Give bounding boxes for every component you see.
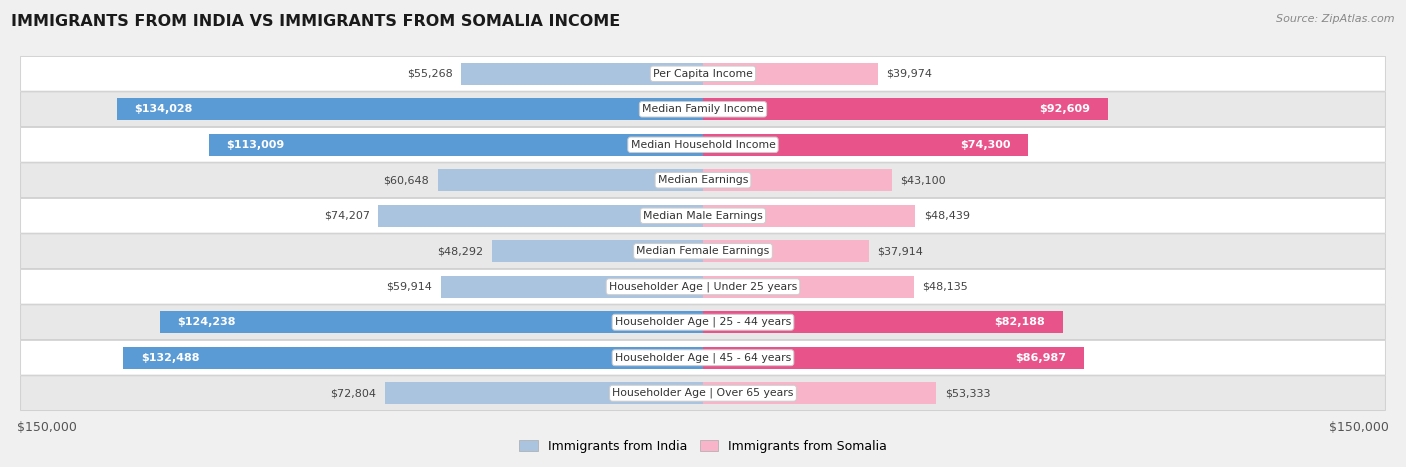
Text: $59,914: $59,914: [387, 282, 432, 292]
Text: $43,100: $43,100: [900, 175, 946, 185]
Text: Median Family Income: Median Family Income: [643, 104, 763, 114]
FancyBboxPatch shape: [21, 340, 1385, 375]
Bar: [703, 134, 1028, 156]
Bar: [703, 98, 1108, 120]
Text: IMMIGRANTS FROM INDIA VS IMMIGRANTS FROM SOMALIA INCOME: IMMIGRANTS FROM INDIA VS IMMIGRANTS FROM…: [11, 14, 620, 29]
Text: Median Male Earnings: Median Male Earnings: [643, 211, 763, 221]
Text: Median Earnings: Median Earnings: [658, 175, 748, 185]
Text: $72,804: $72,804: [330, 388, 375, 398]
Bar: [124, 347, 703, 369]
Text: $124,238: $124,238: [177, 317, 236, 327]
Text: Householder Age | Under 25 years: Householder Age | Under 25 years: [609, 282, 797, 292]
Bar: [703, 63, 877, 85]
Text: Householder Age | 45 - 64 years: Householder Age | 45 - 64 years: [614, 353, 792, 363]
FancyBboxPatch shape: [21, 92, 1385, 127]
Text: $39,974: $39,974: [887, 69, 932, 79]
Text: $55,268: $55,268: [406, 69, 453, 79]
Bar: [208, 134, 703, 156]
FancyBboxPatch shape: [21, 376, 1385, 410]
Bar: [703, 276, 914, 298]
Bar: [703, 347, 1084, 369]
Bar: [117, 98, 703, 120]
Text: $113,009: $113,009: [226, 140, 284, 150]
Bar: [441, 276, 703, 298]
FancyBboxPatch shape: [21, 127, 1385, 162]
Text: $53,333: $53,333: [945, 388, 991, 398]
Bar: [159, 311, 703, 333]
FancyBboxPatch shape: [21, 305, 1385, 340]
Text: $92,609: $92,609: [1039, 104, 1091, 114]
Text: Median Female Earnings: Median Female Earnings: [637, 246, 769, 256]
FancyBboxPatch shape: [21, 234, 1385, 269]
Legend: Immigrants from India, Immigrants from Somalia: Immigrants from India, Immigrants from S…: [513, 435, 893, 458]
Text: $37,914: $37,914: [877, 246, 924, 256]
Text: Median Household Income: Median Household Income: [630, 140, 776, 150]
Bar: [384, 382, 703, 404]
Text: Householder Age | 25 - 44 years: Householder Age | 25 - 44 years: [614, 317, 792, 327]
FancyBboxPatch shape: [21, 198, 1385, 233]
Bar: [437, 169, 703, 191]
Text: $48,439: $48,439: [924, 211, 970, 221]
Text: Householder Age | Over 65 years: Householder Age | Over 65 years: [612, 388, 794, 398]
FancyBboxPatch shape: [21, 269, 1385, 304]
Bar: [492, 240, 703, 262]
Text: $48,135: $48,135: [922, 282, 969, 292]
Text: $74,207: $74,207: [323, 211, 370, 221]
Text: $48,292: $48,292: [437, 246, 484, 256]
Bar: [461, 63, 703, 85]
FancyBboxPatch shape: [21, 57, 1385, 91]
Text: $86,987: $86,987: [1015, 353, 1066, 363]
Text: Source: ZipAtlas.com: Source: ZipAtlas.com: [1277, 14, 1395, 24]
Bar: [378, 205, 703, 227]
Text: Per Capita Income: Per Capita Income: [652, 69, 754, 79]
FancyBboxPatch shape: [21, 163, 1385, 198]
Bar: [703, 169, 891, 191]
Text: $82,188: $82,188: [994, 317, 1045, 327]
Bar: [703, 311, 1063, 333]
Text: $134,028: $134,028: [134, 104, 193, 114]
Text: $74,300: $74,300: [960, 140, 1011, 150]
Bar: [703, 205, 915, 227]
Text: $132,488: $132,488: [141, 353, 200, 363]
Bar: [703, 382, 936, 404]
Text: $60,648: $60,648: [384, 175, 429, 185]
Bar: [703, 240, 869, 262]
